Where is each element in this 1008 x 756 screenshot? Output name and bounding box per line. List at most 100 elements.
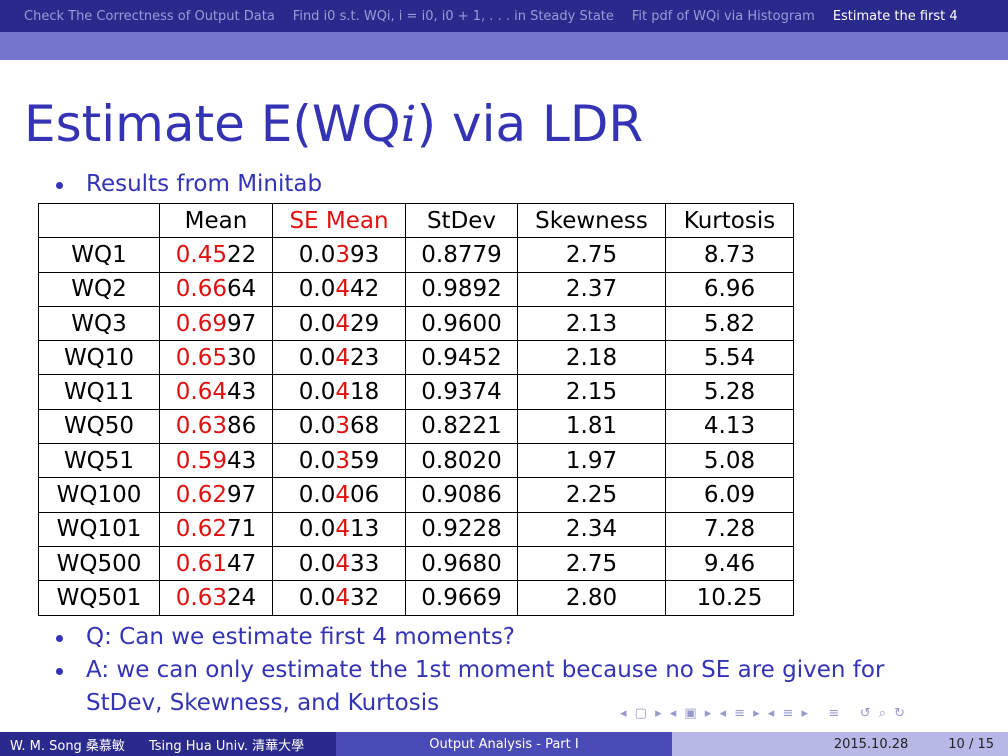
table-cell: WQ101 bbox=[38, 511, 160, 547]
nav-item[interactable]: Check The Correctness of Output Data bbox=[24, 8, 275, 24]
table-cell: 4.13 bbox=[665, 408, 794, 445]
table-cell: WQ3 bbox=[38, 305, 160, 342]
beamer-nav-icons[interactable]: ◂ ▢ ▸ ◂ ▣ ▸ ◂ ≡ ▸ ◂ ≡ ▸ ≡ ↺ ⌕ ↻ bbox=[620, 706, 908, 721]
cell-part: 0.0 bbox=[298, 447, 336, 474]
table-cell: 10.25 bbox=[665, 580, 794, 616]
table-cell: 5.54 bbox=[665, 340, 794, 376]
cell-part: 0.65 bbox=[175, 344, 227, 371]
table-cell: 0.0423 bbox=[272, 340, 406, 376]
table-cell: WQ100 bbox=[38, 477, 160, 513]
cell-part: 0.0 bbox=[298, 241, 336, 268]
cell-part: 47 bbox=[226, 550, 257, 577]
table-cell: 0.6271 bbox=[159, 511, 273, 547]
table-cell: 0.8779 bbox=[405, 237, 518, 273]
bullet: Q: Can we estimate first 4 moments? bbox=[24, 621, 904, 654]
table-cell: 0.6530 bbox=[159, 340, 273, 376]
cell-part: 4 bbox=[335, 482, 350, 509]
table-cell: 8.73 bbox=[665, 237, 794, 273]
cell-part: 06 bbox=[349, 482, 380, 509]
table-cell: 2.80 bbox=[517, 580, 666, 616]
table-row: WQ101 0.6271 0.0413 0.9228 2.34 7.28 bbox=[38, 511, 794, 547]
table-cell: 1.97 bbox=[517, 443, 666, 479]
cell-part: 3 bbox=[335, 413, 350, 440]
date: 2015.10.28 bbox=[833, 736, 909, 752]
table-cell: 0.8221 bbox=[405, 408, 518, 445]
table-cell: 0.9374 bbox=[405, 374, 518, 410]
section-nav: Check The Correctness of Output Data Find… bbox=[0, 0, 1008, 32]
nav-item[interactable]: Fit pdf of WQi via Histogram bbox=[631, 8, 815, 24]
table-cell: 0.9669 bbox=[405, 580, 518, 616]
header-row: Mean SE Mean StDev Skewness Kurtosis bbox=[38, 202, 794, 239]
cell-part: 24 bbox=[226, 584, 257, 611]
title-part: i bbox=[400, 95, 417, 153]
table-row: WQ501 0.6324 0.0432 0.9669 2.80 10.25 bbox=[38, 580, 794, 616]
table-cell: 0.0413 bbox=[272, 511, 406, 547]
table-cell: 0.9892 bbox=[405, 271, 518, 307]
slide-title: Estimate E(WQi) via LDR bbox=[24, 95, 643, 153]
cell-part: 0.45 bbox=[175, 241, 227, 268]
table-row: WQ100 0.6297 0.0406 0.9086 2.25 6.09 bbox=[38, 477, 794, 513]
table-cell: 2.75 bbox=[517, 545, 666, 582]
nav-item[interactable]: Estimate the first 4 bbox=[832, 8, 958, 24]
cell-part: 33 bbox=[349, 550, 380, 577]
cell-part: 68 bbox=[349, 413, 380, 440]
table-cell: WQ2 bbox=[38, 271, 160, 307]
nav-item[interactable]: Find i0 s.t. WQi, i = i0, i0 + 1, . . . … bbox=[292, 8, 614, 24]
table-row: WQ11 0.6443 0.0418 0.9374 2.15 5.28 bbox=[38, 374, 794, 410]
author: W. M. Song 桑慕敏 bbox=[10, 738, 125, 754]
table-cell: 5.08 bbox=[665, 443, 794, 479]
cell-part: 23 bbox=[349, 344, 380, 371]
page-number: 10 / 15 bbox=[948, 736, 994, 752]
cell-part: 4 bbox=[335, 379, 350, 406]
table-row: WQ51 0.5943 0.0359 0.8020 1.97 5.08 bbox=[38, 443, 794, 479]
cell-part: 0.59 bbox=[175, 447, 227, 474]
footer-middle: Output Analysis - Part I bbox=[336, 732, 672, 756]
table-cell: 0.0393 bbox=[272, 237, 406, 273]
cell-part: 0.0 bbox=[298, 550, 336, 577]
cell-part: 0.0 bbox=[298, 379, 336, 406]
table-row: WQ3 0.6997 0.0429 0.9600 2.13 5.82 bbox=[38, 305, 794, 342]
table-cell: 5.82 bbox=[665, 305, 794, 342]
table-cell: 2.18 bbox=[517, 340, 666, 376]
table-cell: 0.6147 bbox=[159, 545, 273, 582]
table-cell: 0.9600 bbox=[405, 305, 518, 342]
header-cell: Skewness bbox=[517, 202, 666, 239]
table-row: WQ500 0.6147 0.0433 0.9680 2.75 9.46 bbox=[38, 545, 794, 582]
table-cell: 6.96 bbox=[665, 271, 794, 307]
table-cell: 0.9452 bbox=[405, 340, 518, 376]
cell-part: 0.0 bbox=[298, 584, 336, 611]
cell-part: 3 bbox=[335, 447, 350, 474]
bullet-list: Q: Can we estimate first 4 moments? A: we… bbox=[24, 621, 904, 720]
cell-part: 0.0 bbox=[298, 310, 336, 337]
cell-part: 0.62 bbox=[175, 482, 227, 509]
cell-part: 4 bbox=[335, 584, 350, 611]
table-cell: 0.6997 bbox=[159, 305, 273, 342]
cell-part: 0.0 bbox=[298, 413, 336, 440]
table-cell: 0.0418 bbox=[272, 374, 406, 410]
cell-part: 4 bbox=[335, 310, 350, 337]
table-row: WQ50 0.6386 0.0368 0.8221 1.81 4.13 bbox=[38, 408, 794, 445]
table-cell: WQ50 bbox=[38, 408, 160, 445]
table-cell: 7.28 bbox=[665, 511, 794, 547]
header-cell bbox=[38, 202, 160, 239]
cell-part: 0.66 bbox=[175, 276, 227, 303]
cell-part: 4 bbox=[335, 344, 350, 371]
table-cell: 0.6324 bbox=[159, 580, 273, 616]
table-cell: 0.0429 bbox=[272, 305, 406, 342]
header-cell: StDev bbox=[405, 202, 518, 239]
cell-part: 32 bbox=[349, 584, 380, 611]
subsection-band bbox=[0, 32, 1008, 60]
cell-part: 43 bbox=[226, 447, 257, 474]
cell-part: 29 bbox=[349, 310, 380, 337]
table-cell: 0.0406 bbox=[272, 477, 406, 513]
cell-part: 3 bbox=[335, 241, 350, 268]
cell-part: 4 bbox=[335, 516, 350, 543]
cell-part: 0.63 bbox=[175, 413, 227, 440]
table-row: WQ2 0.6664 0.0442 0.9892 2.37 6.96 bbox=[38, 271, 794, 307]
cell-part: 86 bbox=[226, 413, 257, 440]
cell-part: 0.0 bbox=[298, 482, 336, 509]
title-part: ) via LDR bbox=[416, 95, 644, 153]
cell-part: 0.0 bbox=[298, 276, 336, 303]
table-cell: WQ10 bbox=[38, 340, 160, 376]
